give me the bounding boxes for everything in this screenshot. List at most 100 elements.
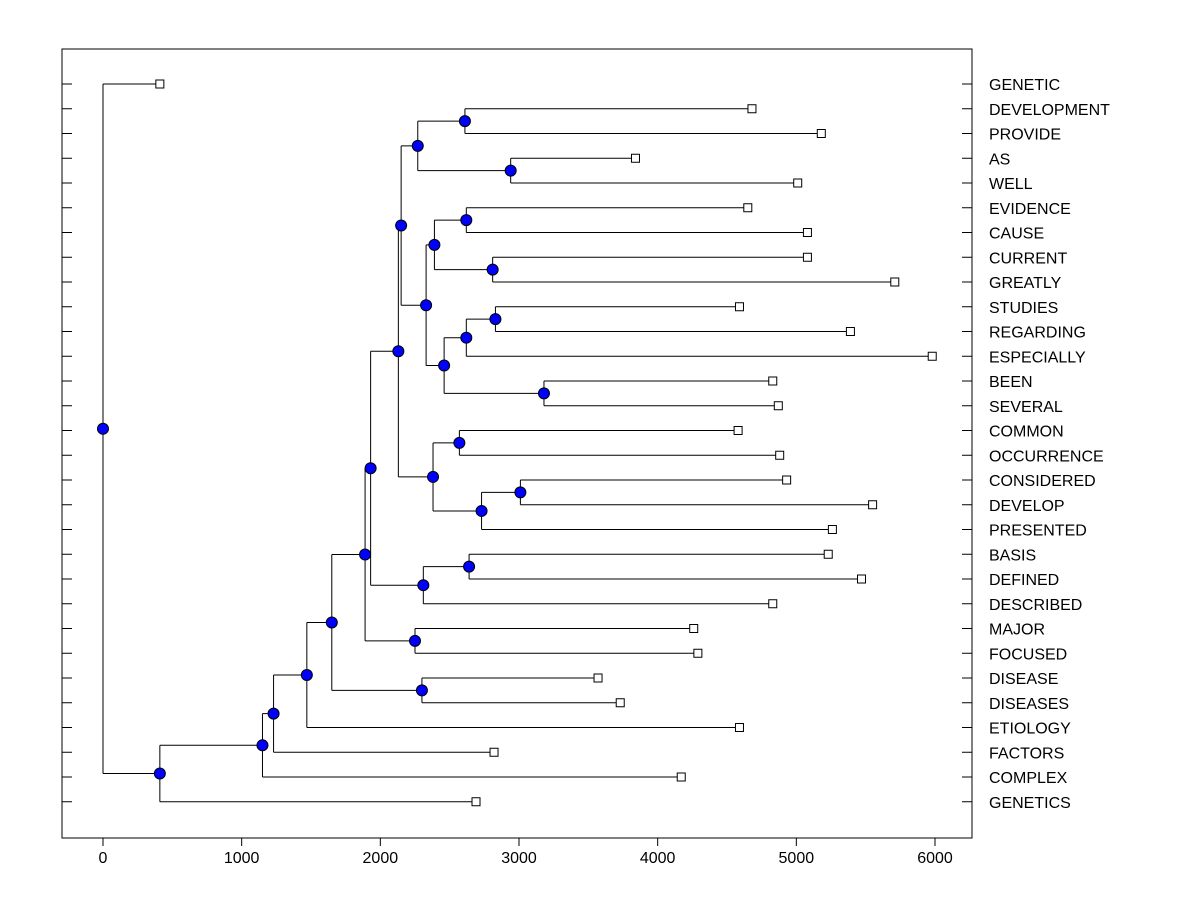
leaf-label-presented: PRESENTED bbox=[989, 523, 1087, 540]
leaf-marker-develop bbox=[868, 500, 878, 510]
leaf-label-basis: BASIS bbox=[989, 547, 1036, 564]
x-tick-label-0: 0 bbox=[99, 850, 108, 867]
leaf-marker-regarding bbox=[845, 327, 855, 336]
leaf-marker-studies bbox=[734, 302, 744, 312]
x-axis-ticks: 0 1000 2000 3000 4000 5000 6000 bbox=[99, 838, 953, 867]
x-tick-label-5000: 5000 bbox=[779, 850, 815, 867]
x-tick-label-4000: 4000 bbox=[640, 850, 676, 867]
merge-node-n10 bbox=[438, 359, 451, 372]
merge-node-n24 bbox=[325, 616, 338, 629]
leaf-marker-especially bbox=[927, 351, 937, 361]
leaf-marker-disease bbox=[593, 673, 603, 683]
leaf-label-focused: FOCUSED bbox=[989, 646, 1067, 663]
merge-node-n9 bbox=[537, 387, 550, 400]
merge-node-n13 bbox=[453, 436, 466, 449]
leaf-marker-diseases bbox=[615, 698, 625, 708]
leaf-label-factors: FACTORS bbox=[989, 745, 1064, 762]
merge-node-n18 bbox=[463, 560, 476, 573]
leaf-label-disease: DISEASE bbox=[989, 671, 1058, 688]
dendrogram-links bbox=[102, 83, 933, 803]
leaf-marker-genetics bbox=[471, 797, 481, 807]
merge-node-n16 bbox=[427, 470, 440, 483]
leaf-label-especially: ESPECIALLY bbox=[989, 349, 1086, 366]
merge-node-n8 bbox=[460, 331, 473, 344]
leaf-labels: GENETIC DEVELOPMENT PROVIDE AS WELL EVIDENCE C… bbox=[989, 77, 1110, 812]
leaf-marker-focused bbox=[693, 648, 703, 658]
leaf-marker-several bbox=[773, 401, 783, 411]
leaf-label-complex: COMPLEX bbox=[989, 770, 1068, 787]
leaf-label-as: AS bbox=[989, 151, 1010, 168]
leaf-label-current: CURRENT bbox=[989, 250, 1067, 267]
leaf-marker-current bbox=[802, 252, 812, 262]
merge-node-n27 bbox=[256, 739, 269, 752]
leaf-marker-etiology bbox=[734, 723, 744, 732]
x-tick-label-2000: 2000 bbox=[363, 850, 399, 867]
leaf-marker-evidence bbox=[743, 203, 753, 213]
leaf-label-development: DEVELOPMENT bbox=[989, 102, 1110, 119]
leaf-label-major: MAJOR bbox=[989, 622, 1045, 639]
leaf-markers bbox=[155, 79, 937, 807]
merge-node-n29 bbox=[97, 422, 109, 435]
leaf-marker-cause bbox=[802, 228, 812, 237]
merge-node-markers bbox=[97, 115, 550, 780]
right-tick-marks bbox=[962, 83, 972, 803]
leaf-marker-common bbox=[733, 426, 743, 435]
leaf-label-regarding: REGARDING bbox=[989, 325, 1086, 342]
merge-node-n20 bbox=[364, 462, 377, 475]
leaf-label-diseases: DISEASES bbox=[989, 696, 1069, 713]
leaf-label-well: WELL bbox=[989, 176, 1033, 193]
leaf-marker-provide bbox=[816, 129, 826, 138]
leaf-label-several: SEVERAL bbox=[989, 399, 1063, 416]
merge-node-n7 bbox=[489, 313, 502, 326]
merge-node-n15 bbox=[475, 504, 488, 517]
leaf-label-considered: CONSIDERED bbox=[989, 473, 1096, 490]
merge-node-n23 bbox=[415, 684, 428, 697]
x-tick-label-1000: 1000 bbox=[224, 850, 260, 867]
leaf-marker-factors bbox=[489, 747, 499, 757]
leaf-marker-major bbox=[689, 624, 699, 633]
merge-node-n22 bbox=[359, 548, 372, 561]
leaf-label-evidence: EVIDENCE bbox=[989, 201, 1071, 218]
merge-node-n2 bbox=[504, 164, 517, 177]
leaf-marker-been bbox=[768, 376, 778, 386]
x-tick-label-3000: 3000 bbox=[501, 850, 537, 867]
leaf-marker-greatly bbox=[890, 277, 900, 287]
leaf-label-genetic: GENETIC bbox=[989, 77, 1060, 94]
merge-node-n12 bbox=[395, 219, 408, 232]
leaf-marker-considered bbox=[782, 475, 792, 485]
merge-node-n26 bbox=[267, 707, 280, 720]
leaf-label-common: COMMON bbox=[989, 424, 1064, 441]
merge-node-n6 bbox=[428, 238, 441, 251]
merge-node-n5 bbox=[460, 214, 473, 227]
leaf-label-genetics: GENETICS bbox=[989, 795, 1071, 812]
merge-node-n19 bbox=[417, 579, 430, 592]
leaf-marker-well bbox=[793, 178, 803, 188]
merge-node-n25 bbox=[300, 668, 313, 681]
leaf-label-studies: STUDIES bbox=[989, 300, 1058, 317]
leaf-marker-as bbox=[630, 153, 640, 163]
leaf-label-greatly: GREATLY bbox=[989, 275, 1062, 292]
leaf-label-described: DESCRIBED bbox=[989, 597, 1082, 614]
merge-node-n21 bbox=[409, 634, 421, 647]
leaf-label-etiology: ETIOLOGY bbox=[989, 721, 1071, 738]
leaf-marker-defined bbox=[857, 574, 867, 584]
leaf-marker-basis bbox=[823, 549, 833, 559]
leaf-marker-described bbox=[768, 599, 778, 609]
leaf-marker-complex bbox=[676, 772, 686, 782]
merge-node-n14 bbox=[514, 486, 527, 499]
leaf-label-defined: DEFINED bbox=[989, 572, 1059, 589]
leaf-marker-occurrence bbox=[775, 450, 785, 460]
x-tick-label-6000: 6000 bbox=[917, 850, 953, 867]
merge-node-n28 bbox=[153, 767, 166, 780]
merge-node-n4 bbox=[486, 263, 499, 276]
leaf-label-provide: PROVIDE bbox=[989, 127, 1061, 144]
leaf-label-develop: DEVELOP bbox=[989, 498, 1065, 515]
merge-node-n3 bbox=[411, 139, 424, 152]
leaf-label-been: BEEN bbox=[989, 374, 1033, 391]
merge-node-n17 bbox=[392, 345, 405, 358]
leaf-marker-genetic bbox=[155, 79, 165, 89]
plot-frame bbox=[61, 48, 973, 839]
merge-node-n11 bbox=[420, 299, 433, 312]
leaf-marker-presented bbox=[827, 525, 837, 534]
